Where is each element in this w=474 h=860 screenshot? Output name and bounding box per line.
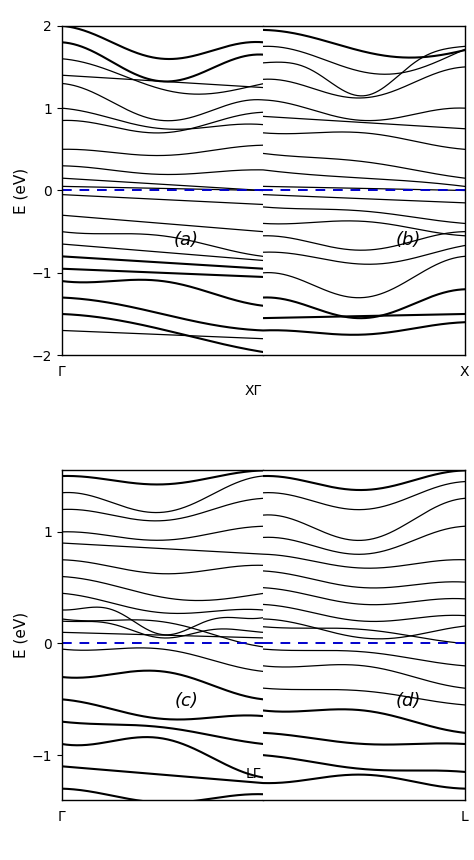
Text: (d): (d)	[395, 692, 421, 710]
Text: XΓ: XΓ	[245, 384, 262, 398]
Y-axis label: E (eV): E (eV)	[14, 612, 28, 658]
Y-axis label: E (eV): E (eV)	[14, 168, 28, 213]
Text: (c): (c)	[174, 692, 199, 710]
Text: (a): (a)	[174, 230, 199, 249]
Text: LΓ: LΓ	[246, 767, 261, 781]
Text: (b): (b)	[395, 230, 421, 249]
